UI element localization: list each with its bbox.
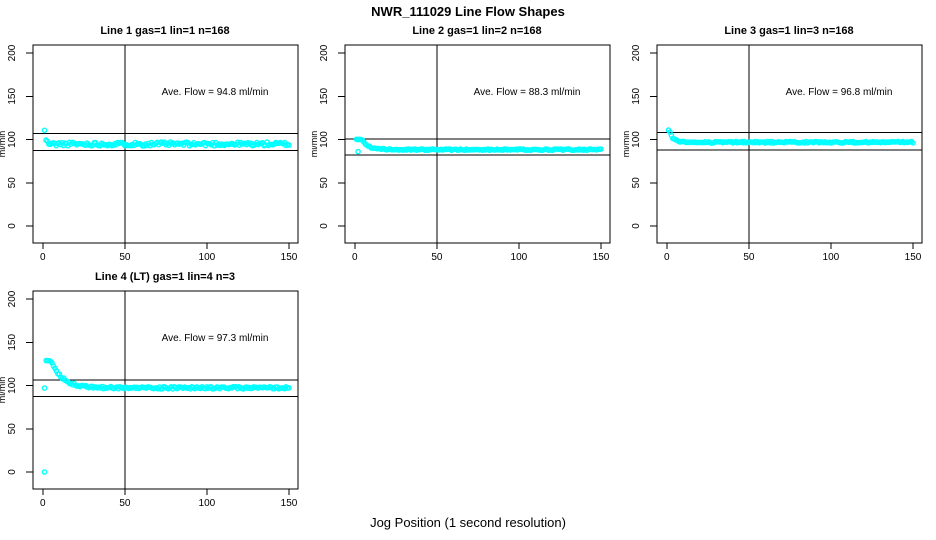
panel-line-1: Line 1 gas=1 lin=1 n=168 0 50 100 150 0 50 100 1… bbox=[0, 18, 312, 264]
y-tick-label: 100 bbox=[7, 377, 18, 394]
y-tick-label: 0 bbox=[7, 469, 18, 475]
ave-flow-annotation: Ave. Flow = 97.3 ml/min bbox=[162, 333, 269, 344]
x-tick-label: 100 bbox=[199, 252, 216, 263]
panel-title: Line 3 gas=1 lin=3 n=168 bbox=[724, 25, 853, 37]
x-tick-label: 0 bbox=[352, 252, 358, 263]
y-tick-label: 200 bbox=[319, 44, 330, 61]
ave-flow-annotation: Ave. Flow = 94.8 ml/min bbox=[162, 87, 269, 98]
x-tick-label: 50 bbox=[743, 252, 755, 263]
y-tick-label: 50 bbox=[319, 177, 330, 189]
main-title: NWR_111029 Line Flow Shapes bbox=[371, 4, 565, 19]
flow-data-points bbox=[41, 127, 292, 149]
x-tick-label: 150 bbox=[281, 252, 298, 263]
y-tick-label: 200 bbox=[631, 44, 642, 61]
y-tick-label: 150 bbox=[631, 88, 642, 105]
plot-box bbox=[32, 290, 299, 490]
y-tick-label: 0 bbox=[7, 223, 18, 229]
x-tick-label: 0 bbox=[664, 252, 670, 263]
x-tick-label: 50 bbox=[431, 252, 443, 263]
y-tick-label: 100 bbox=[7, 131, 18, 148]
flow-data-points bbox=[665, 127, 916, 146]
panel-title: Line 1 gas=1 lin=1 n=168 bbox=[100, 25, 229, 37]
panel-title: Line 2 gas=1 lin=2 n=168 bbox=[412, 25, 541, 37]
flow-data-points bbox=[353, 136, 604, 155]
y-tick-label: 100 bbox=[319, 131, 330, 148]
panel-title: Line 4 (LT) gas=1 lin=4 n=3 bbox=[95, 271, 235, 283]
y-tick-label: 200 bbox=[7, 290, 18, 307]
x-tick-label: 100 bbox=[823, 252, 840, 263]
y-tick-label: 200 bbox=[7, 44, 18, 61]
y-tick-label: 50 bbox=[7, 423, 18, 435]
x-axis-label: Jog Position (1 second resolution) bbox=[370, 515, 566, 530]
y-axis-title: ml/min bbox=[312, 131, 319, 158]
flow-data-points bbox=[41, 357, 292, 475]
y-axis-title: ml/min bbox=[624, 131, 631, 158]
x-tick-label: 0 bbox=[40, 252, 46, 263]
y-tick-label: 100 bbox=[631, 131, 642, 148]
y-tick-label: 150 bbox=[7, 334, 18, 351]
ave-flow-annotation: Ave. Flow = 96.8 ml/min bbox=[786, 87, 893, 98]
x-tick-label: 100 bbox=[511, 252, 528, 263]
y-axis-title: ml/min bbox=[0, 377, 7, 404]
plot-box bbox=[344, 44, 611, 244]
x-tick-label: 50 bbox=[119, 498, 131, 509]
plot-box bbox=[32, 44, 299, 244]
x-tick-label: 0 bbox=[40, 498, 46, 509]
plot-box bbox=[656, 44, 923, 244]
panel-line-4: Line 4 (LT) gas=1 lin=4 n=3 0 50 100 150 0 50 1… bbox=[0, 264, 312, 510]
panel-line-3: Line 3 gas=1 lin=3 n=168 0 50 100 150 0 50 100 1… bbox=[621, 18, 936, 264]
y-tick-label: 50 bbox=[7, 177, 18, 189]
y-axis-title: ml/min bbox=[0, 131, 7, 158]
y-tick-label: 150 bbox=[319, 88, 330, 105]
y-tick-label: 50 bbox=[631, 177, 642, 189]
y-tick-label: 0 bbox=[631, 223, 642, 229]
x-tick-label: 150 bbox=[593, 252, 610, 263]
x-tick-label: 150 bbox=[905, 252, 922, 263]
x-tick-label: 50 bbox=[119, 252, 131, 263]
ave-flow-annotation: Ave. Flow = 88.3 ml/min bbox=[474, 87, 581, 98]
panel-line-2: Line 2 gas=1 lin=2 n=168 0 50 100 150 0 50 100 1… bbox=[309, 18, 624, 264]
x-tick-label: 100 bbox=[199, 498, 216, 509]
x-tick-label: 150 bbox=[281, 498, 298, 509]
y-tick-label: 0 bbox=[319, 223, 330, 229]
y-tick-label: 150 bbox=[7, 88, 18, 105]
